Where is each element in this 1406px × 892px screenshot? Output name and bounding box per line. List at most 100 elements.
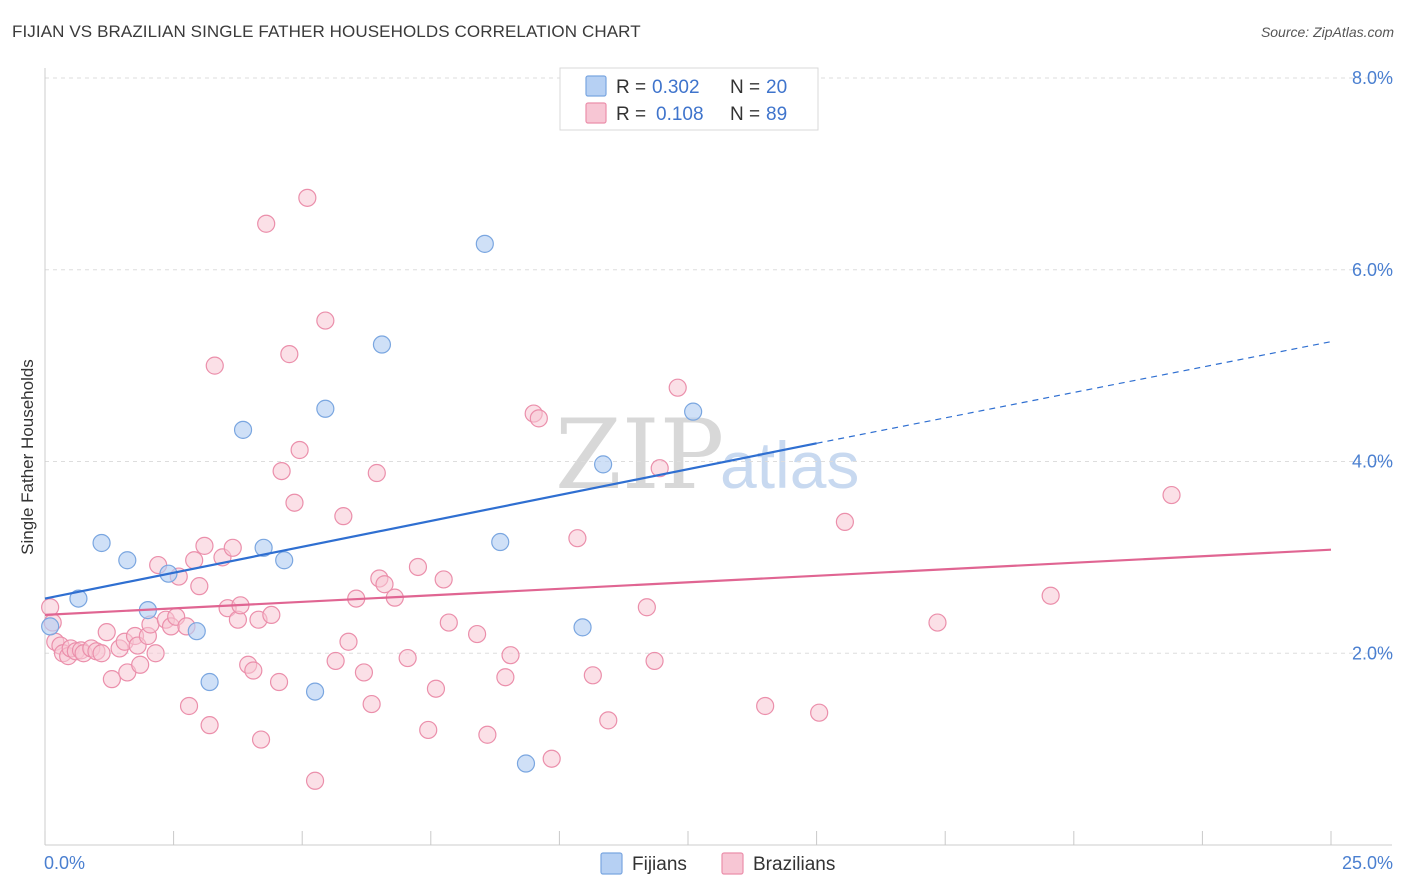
brazilian-point-61 <box>367 463 386 483</box>
x-tick-label-max: 25.0% <box>1342 853 1393 873</box>
brazilian-point-69 <box>434 570 453 589</box>
y-tick-label-0: 2.0% <box>1352 643 1393 663</box>
brazilian-point-30 <box>179 696 199 716</box>
brazilian-point-85 <box>756 696 775 716</box>
brazilian-point-88 <box>928 613 947 632</box>
brazilian-point-71 <box>467 624 487 644</box>
brazilian-point-0 <box>41 598 60 617</box>
brazilian-point-70 <box>439 613 458 632</box>
fijian-point-11 <box>305 682 325 701</box>
brazilian-point-81 <box>637 598 656 617</box>
y-tick-label-1: 4.0% <box>1352 452 1393 472</box>
source-credit: Source: ZipAtlas.com <box>1260 24 1394 40</box>
brazilian-point-49 <box>280 345 299 364</box>
fijian-point-13 <box>372 335 392 354</box>
brazilian-point-60 <box>362 694 381 714</box>
fijian-point-16 <box>516 754 536 773</box>
fijian-point-3 <box>118 551 137 570</box>
brazilian-point-68 <box>426 679 446 698</box>
brazilian-point-55 <box>326 651 345 671</box>
brazilian-point-59 <box>354 663 374 682</box>
fijian-point-1 <box>69 589 88 608</box>
brazilian-points <box>41 188 1181 790</box>
brazilian-point-76 <box>529 409 548 428</box>
brazilian-point-33 <box>195 536 214 555</box>
brazilian-point-38 <box>223 538 242 557</box>
watermark: ZIP atlas <box>555 399 859 511</box>
fijians-trend-extension <box>816 341 1332 444</box>
brazilian-point-72 <box>478 725 497 744</box>
legend-brazilians-n-label: N = <box>730 104 760 125</box>
brazilians-trend-line <box>44 548 1332 616</box>
brazilian-point-65 <box>398 648 417 668</box>
brazilian-point-47 <box>269 672 289 692</box>
brazilian-point-83 <box>650 459 669 478</box>
brazilian-point-35 <box>205 356 224 375</box>
brazilian-point-53 <box>305 771 325 790</box>
brazilian-point-90 <box>1162 485 1181 505</box>
brazilian-point-82 <box>645 651 664 671</box>
fijian-point-2 <box>92 533 111 553</box>
brazilian-point-20 <box>131 655 150 674</box>
gridlines <box>45 77 1392 654</box>
fijian-point-0 <box>41 617 60 636</box>
trend-lines <box>44 341 1332 616</box>
x-tick-marks <box>44 831 1332 845</box>
brazilian-point-56 <box>334 507 353 526</box>
fijian-point-7 <box>200 672 219 692</box>
brazilian-point-89 <box>1041 586 1060 605</box>
legend-fijians-swatch <box>585 75 607 97</box>
bottom-legend-brazilians-swatch <box>721 852 744 875</box>
y-axis-label: Single Father Households <box>18 359 37 555</box>
brazilian-point-80 <box>599 711 618 730</box>
brazilian-point-13 <box>97 623 116 642</box>
brazilian-point-54 <box>316 311 335 330</box>
brazilian-point-74 <box>501 646 520 665</box>
bottom-legend-fijians-swatch <box>600 852 623 875</box>
legend-brazilians-r-value: 0.108 <box>656 104 704 125</box>
y-tick-labels: 2.0% 4.0% 6.0% 8.0% <box>1352 68 1393 663</box>
brazilian-point-86 <box>810 703 829 722</box>
stats-legend: R = 0.302 N = 20 R = 0.108 N = 89 <box>559 67 819 131</box>
brazilian-point-78 <box>568 529 587 548</box>
brazilian-point-32 <box>190 577 209 596</box>
brazilian-point-14 <box>102 670 121 689</box>
legend-brazilians-swatch <box>585 102 607 124</box>
fijians-trend-line <box>44 442 817 600</box>
chart-title: FIJIAN VS BRAZILIAN SINGLE FATHER HOUSEH… <box>12 22 641 41</box>
brazilian-point-57 <box>339 632 358 651</box>
y-tick-label-3: 8.0% <box>1352 68 1393 88</box>
legend-fijians-r-value: 0.302 <box>652 77 700 98</box>
brazilian-point-52 <box>298 188 317 207</box>
fijian-point-12 <box>316 399 335 418</box>
brazilian-point-23 <box>146 644 165 663</box>
brazilian-point-66 <box>408 557 428 577</box>
legend-brazilians-r-label: R = <box>616 104 646 125</box>
bottom-legend-fijians-label: Fijians <box>632 854 687 875</box>
fijian-point-18 <box>594 455 613 474</box>
brazilian-point-12 <box>92 644 111 663</box>
brazilian-point-77 <box>542 749 561 768</box>
brazilian-point-45 <box>257 214 276 233</box>
brazilian-point-34 <box>200 716 219 735</box>
fijian-point-14 <box>475 234 494 253</box>
series-legend: Fijians Brazilians <box>600 852 835 875</box>
fijian-point-9 <box>254 538 273 557</box>
brazilian-point-79 <box>583 666 602 685</box>
brazilian-point-48 <box>272 461 291 481</box>
fijian-point-6 <box>187 622 206 641</box>
legend-fijians-n-label: N = <box>730 77 760 98</box>
fijian-point-17 <box>573 618 592 637</box>
bottom-legend-brazilians-label: Brazilians <box>753 854 835 875</box>
fijian-point-8 <box>233 420 253 439</box>
brazilian-point-63 <box>375 575 394 594</box>
watermark-atlas: atlas <box>720 428 859 502</box>
brazilian-point-42 <box>244 661 263 680</box>
brazilian-point-87 <box>835 512 854 532</box>
legend-fijians-n-value: 20 <box>766 77 787 98</box>
y-tick-label-2: 6.0% <box>1352 260 1393 280</box>
legend-brazilians-n-value: 89 <box>766 104 787 125</box>
x-tick-label-min: 0.0% <box>44 853 85 873</box>
